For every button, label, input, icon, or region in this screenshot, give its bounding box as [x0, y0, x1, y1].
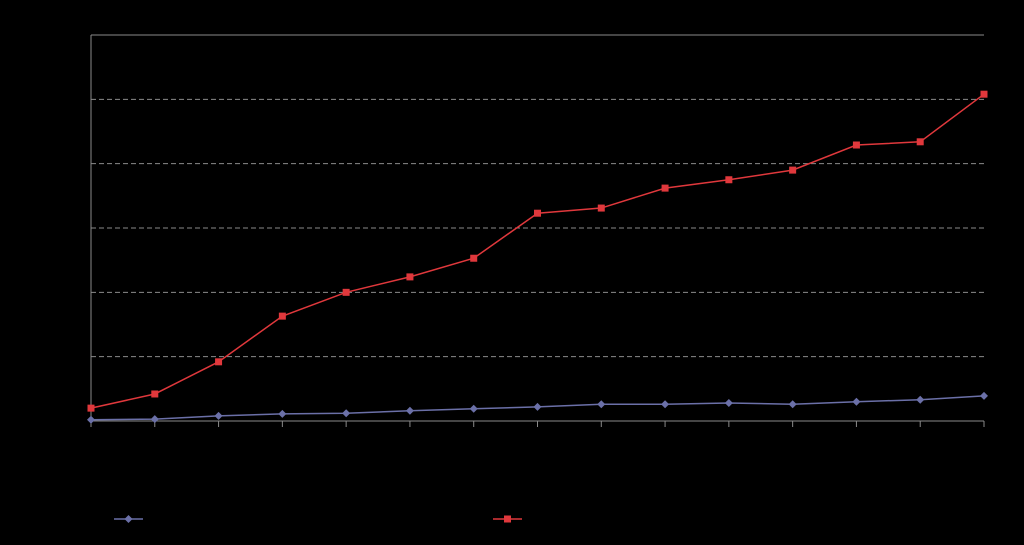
data-point	[916, 395, 925, 404]
data-point	[342, 409, 351, 418]
data-point	[980, 90, 988, 98]
data-point	[151, 390, 159, 398]
data-point	[661, 184, 669, 192]
data-point	[214, 411, 223, 420]
data-point	[470, 254, 478, 262]
y-tick-label: 4	[76, 156, 83, 170]
data-point	[215, 358, 223, 366]
data-point	[916, 138, 924, 146]
data-point	[661, 400, 670, 409]
data-point	[852, 141, 860, 149]
y-tick-label: 5	[76, 92, 83, 106]
data-point	[534, 209, 541, 217]
data-point	[980, 391, 988, 400]
y-tick-label: 0	[76, 413, 83, 427]
data-point	[852, 397, 861, 406]
data-point	[150, 415, 159, 424]
data-point	[469, 404, 478, 413]
data-point	[789, 166, 797, 174]
legend-marker	[504, 515, 511, 523]
y-tick-label: 2	[76, 285, 83, 299]
data-point	[405, 406, 414, 415]
y-tick-label: 1	[76, 349, 83, 363]
legend-marker	[124, 515, 133, 523]
data-point	[724, 398, 733, 407]
data-point	[87, 404, 95, 412]
data-point	[725, 176, 733, 184]
data-point	[278, 409, 287, 418]
data-point	[406, 273, 414, 281]
data-point	[597, 204, 605, 212]
data-point	[533, 402, 542, 411]
data-point	[342, 288, 350, 296]
data-point	[597, 400, 606, 409]
y-tick-label: 3	[76, 220, 83, 234]
data-point	[278, 312, 286, 320]
y-tick-label: 6	[76, 27, 83, 41]
data-point	[87, 415, 95, 424]
series-line	[90, 93, 985, 409]
data-point	[788, 400, 797, 409]
